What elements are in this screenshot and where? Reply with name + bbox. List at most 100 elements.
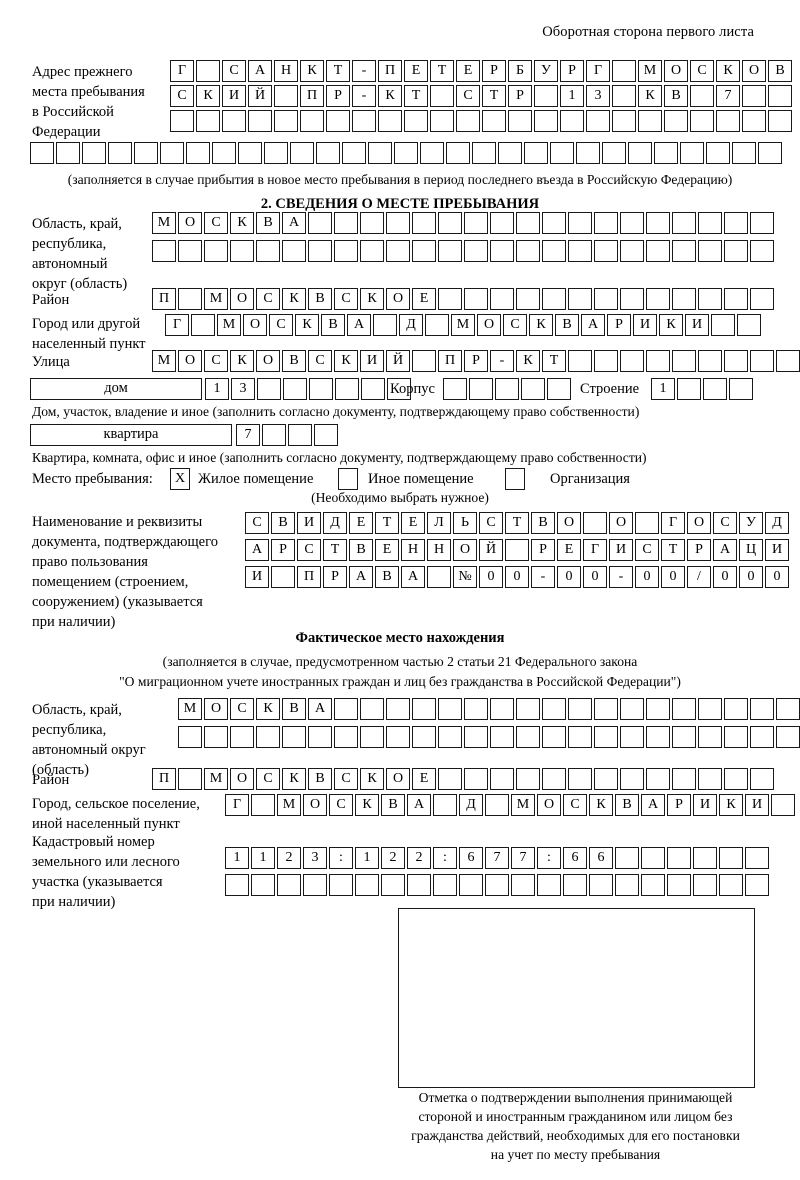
char-cell[interactable]: Й: [479, 539, 503, 561]
char-cell[interactable]: [309, 378, 333, 400]
char-cell[interactable]: [646, 288, 670, 310]
document-row-3[interactable]: И П Р А В А № 0 0-0 0-0 0/0 0 0: [245, 566, 791, 588]
char-cell[interactable]: [594, 212, 618, 234]
char-cell[interactable]: [446, 142, 470, 164]
char-cell[interactable]: [326, 110, 350, 132]
char-cell[interactable]: :: [537, 847, 561, 869]
char-cell[interactable]: [750, 350, 774, 372]
char-cell[interactable]: [360, 240, 384, 262]
char-cell[interactable]: [542, 698, 566, 720]
char-cell[interactable]: [737, 314, 761, 336]
char-cell[interactable]: К: [355, 794, 379, 816]
char-cell[interactable]: [576, 142, 600, 164]
char-cell[interactable]: Т: [661, 539, 685, 561]
char-cell[interactable]: [464, 726, 488, 748]
char-cell[interactable]: [288, 424, 312, 446]
char-cell[interactable]: [469, 378, 493, 400]
char-cell[interactable]: Г: [586, 60, 610, 82]
char-cell[interactable]: [274, 110, 298, 132]
char-cell[interactable]: [698, 212, 722, 234]
char-cell[interactable]: [277, 874, 301, 896]
section2-region-row-2[interactable]: [152, 240, 776, 262]
char-cell[interactable]: [516, 698, 540, 720]
char-cell[interactable]: С: [456, 85, 480, 107]
char-cell[interactable]: 1: [225, 847, 249, 869]
char-cell[interactable]: Р: [326, 85, 350, 107]
char-cell[interactable]: [360, 726, 384, 748]
char-cell[interactable]: [238, 142, 262, 164]
char-cell[interactable]: [680, 142, 704, 164]
char-cell[interactable]: Е: [557, 539, 581, 561]
char-cell[interactable]: Р: [687, 539, 711, 561]
char-cell[interactable]: [387, 378, 411, 400]
char-cell[interactable]: 0: [505, 566, 529, 588]
char-cell[interactable]: В: [531, 512, 555, 534]
char-cell[interactable]: [361, 378, 385, 400]
char-cell[interactable]: [693, 874, 717, 896]
char-cell[interactable]: П: [300, 85, 324, 107]
char-cell[interactable]: [433, 874, 457, 896]
char-cell[interactable]: 0: [583, 566, 607, 588]
char-cell[interactable]: Р: [271, 539, 295, 561]
char-cell[interactable]: [537, 874, 561, 896]
char-cell[interactable]: [732, 142, 756, 164]
char-cell[interactable]: [620, 240, 644, 262]
char-cell[interactable]: А: [282, 212, 306, 234]
char-cell[interactable]: [438, 288, 462, 310]
char-cell[interactable]: [438, 768, 462, 790]
char-cell[interactable]: [464, 288, 488, 310]
char-cell[interactable]: А: [308, 698, 332, 720]
char-cell[interactable]: [464, 698, 488, 720]
char-cell[interactable]: [742, 110, 766, 132]
char-cell[interactable]: К: [230, 350, 254, 372]
char-cell[interactable]: [378, 110, 402, 132]
stroenie-cells[interactable]: 1: [651, 378, 755, 400]
char-cell[interactable]: О: [687, 512, 711, 534]
char-cell[interactable]: /: [687, 566, 711, 588]
char-cell[interactable]: [641, 874, 665, 896]
char-cell[interactable]: 1: [355, 847, 379, 869]
char-cell[interactable]: [160, 142, 184, 164]
stay-option-organization-checkbox[interactable]: [505, 468, 525, 490]
char-cell[interactable]: [568, 350, 592, 372]
char-cell[interactable]: 7: [716, 85, 740, 107]
char-cell[interactable]: [134, 142, 158, 164]
char-cell[interactable]: С: [334, 768, 358, 790]
char-cell[interactable]: [646, 240, 670, 262]
char-cell[interactable]: [667, 874, 691, 896]
char-cell[interactable]: К: [719, 794, 743, 816]
char-cell[interactable]: Т: [430, 60, 454, 82]
char-cell[interactable]: 0: [479, 566, 503, 588]
char-cell[interactable]: 0: [557, 566, 581, 588]
char-cell[interactable]: У: [739, 512, 763, 534]
char-cell[interactable]: [420, 142, 444, 164]
char-cell[interactable]: [459, 874, 483, 896]
previous-address-row-4[interactable]: [30, 142, 784, 164]
char-cell[interactable]: У: [534, 60, 558, 82]
char-cell[interactable]: И: [745, 794, 769, 816]
char-cell[interactable]: Г: [661, 512, 685, 534]
char-cell[interactable]: Б: [508, 60, 532, 82]
char-cell[interactable]: [672, 288, 696, 310]
char-cell[interactable]: [230, 726, 254, 748]
char-cell[interactable]: [776, 350, 800, 372]
char-cell[interactable]: О: [477, 314, 501, 336]
char-cell[interactable]: [170, 110, 194, 132]
char-cell[interactable]: [724, 350, 748, 372]
char-cell[interactable]: [568, 768, 592, 790]
char-cell[interactable]: И: [245, 566, 269, 588]
char-cell[interactable]: А: [401, 566, 425, 588]
char-cell[interactable]: И: [360, 350, 384, 372]
char-cell[interactable]: Т: [542, 350, 566, 372]
char-cell[interactable]: [534, 110, 558, 132]
char-cell[interactable]: [750, 212, 774, 234]
char-cell[interactable]: К: [360, 768, 384, 790]
char-cell[interactable]: [690, 85, 714, 107]
char-cell[interactable]: [490, 212, 514, 234]
char-cell[interactable]: [542, 288, 566, 310]
